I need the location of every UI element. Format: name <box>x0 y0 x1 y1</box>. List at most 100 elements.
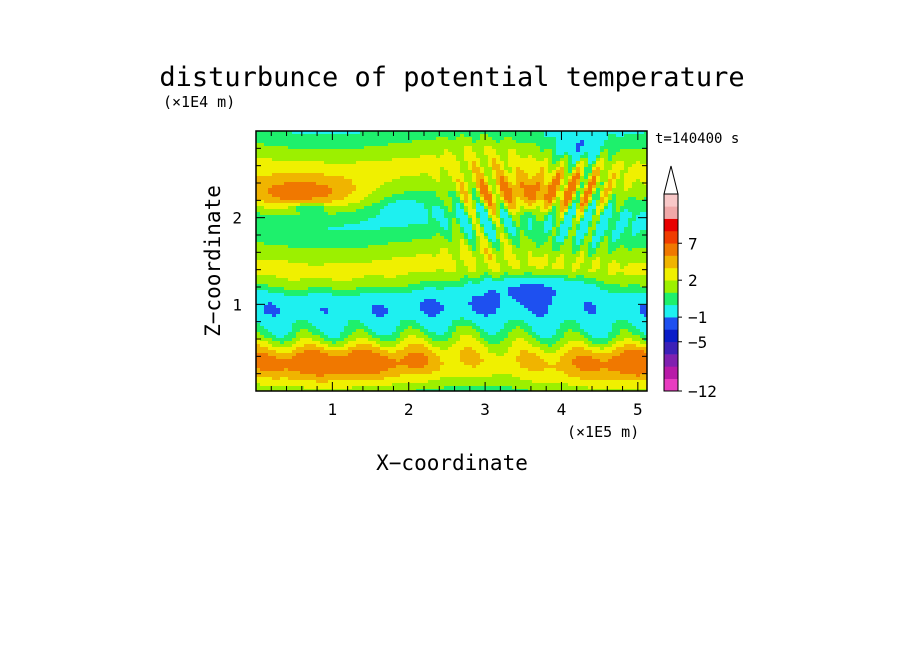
field-cell <box>264 281 269 285</box>
field-cell <box>536 239 541 243</box>
field-cell <box>644 185 647 189</box>
field-cell <box>532 281 537 285</box>
field-cell <box>552 251 557 255</box>
field-cell <box>508 179 513 183</box>
field-cell <box>632 260 637 264</box>
field-cell <box>512 269 517 273</box>
field-cell <box>608 245 613 249</box>
field-cell <box>484 215 489 219</box>
field-cell <box>472 215 477 219</box>
field-cell <box>408 203 413 207</box>
field-cell <box>364 194 369 198</box>
field-cell <box>548 218 553 222</box>
field-cell <box>372 131 377 135</box>
field-cell <box>280 209 285 213</box>
field-cell <box>336 161 341 165</box>
field-cell <box>584 197 589 201</box>
field-cell <box>408 257 413 261</box>
field-cell <box>452 245 457 249</box>
field-cell <box>464 215 469 219</box>
field-cell <box>344 266 349 270</box>
field-cell <box>276 140 281 144</box>
field-cell <box>336 131 341 135</box>
field-cell <box>584 167 589 171</box>
field-cell <box>520 155 525 159</box>
field-cell <box>360 218 365 222</box>
field-cell <box>288 248 293 252</box>
field-cell <box>540 161 545 165</box>
field-cell <box>328 230 333 234</box>
field-cell <box>640 224 645 228</box>
field-cell <box>640 245 645 249</box>
field-cell <box>424 161 429 165</box>
field-cell <box>536 182 541 186</box>
field-cell <box>436 266 441 270</box>
field-cell <box>572 263 577 267</box>
field-cell <box>628 245 633 249</box>
field-cell <box>584 194 589 198</box>
field-cell <box>268 158 273 162</box>
field-cell <box>304 215 309 219</box>
field-cell <box>524 182 529 186</box>
field-cell <box>420 137 425 141</box>
field-cell <box>416 197 421 201</box>
field-cell <box>268 182 273 186</box>
field-cell <box>596 272 601 276</box>
field-cell <box>440 263 445 267</box>
field-cell <box>384 269 389 273</box>
field-cell <box>488 254 493 258</box>
field-cell <box>616 281 621 285</box>
field-cell <box>600 266 605 270</box>
field-cell <box>344 137 349 141</box>
field-cell <box>456 197 461 201</box>
field-cell <box>284 266 289 270</box>
field-cell <box>568 224 573 228</box>
field-cell <box>396 194 401 198</box>
field-cell <box>504 143 509 147</box>
field-cell <box>496 170 501 174</box>
field-cell <box>564 179 569 183</box>
field-cell <box>416 260 421 264</box>
field-cell <box>312 131 317 135</box>
field-cell <box>532 185 537 189</box>
field-cell <box>544 275 549 279</box>
field-cell <box>276 215 281 219</box>
field-cell <box>424 194 429 198</box>
field-cell <box>592 248 597 252</box>
field-cell <box>364 203 369 207</box>
field-cell <box>264 227 269 231</box>
field-cell <box>324 218 329 222</box>
field-cell <box>540 218 545 222</box>
field-cell <box>528 278 533 282</box>
field-cell <box>376 221 381 225</box>
field-cell <box>364 149 369 153</box>
field-cell <box>400 137 405 141</box>
field-cell <box>452 236 457 240</box>
field-cell <box>484 191 489 195</box>
field-cell <box>376 251 381 255</box>
field-cell <box>444 218 449 222</box>
field-cell <box>528 257 533 261</box>
field-cell <box>480 260 485 264</box>
field-cell <box>488 140 493 144</box>
field-cell <box>564 170 569 174</box>
field-cell <box>356 209 361 213</box>
field-cell <box>544 146 549 150</box>
field-cell <box>268 161 273 165</box>
field-cell <box>328 245 333 249</box>
field-cell <box>300 281 305 285</box>
field-cell <box>500 242 505 246</box>
field-cell <box>508 227 513 231</box>
field-cell <box>372 242 377 246</box>
field-cell <box>636 164 641 168</box>
field-cell <box>384 260 389 264</box>
field-cell <box>492 176 497 180</box>
field-cell <box>340 218 345 222</box>
field-cell <box>384 131 389 135</box>
field-cell <box>612 275 617 279</box>
field-cell <box>400 179 405 183</box>
field-cell <box>548 278 553 282</box>
field-cell <box>264 182 269 186</box>
field-cell <box>472 272 477 276</box>
field-cell <box>580 194 585 198</box>
